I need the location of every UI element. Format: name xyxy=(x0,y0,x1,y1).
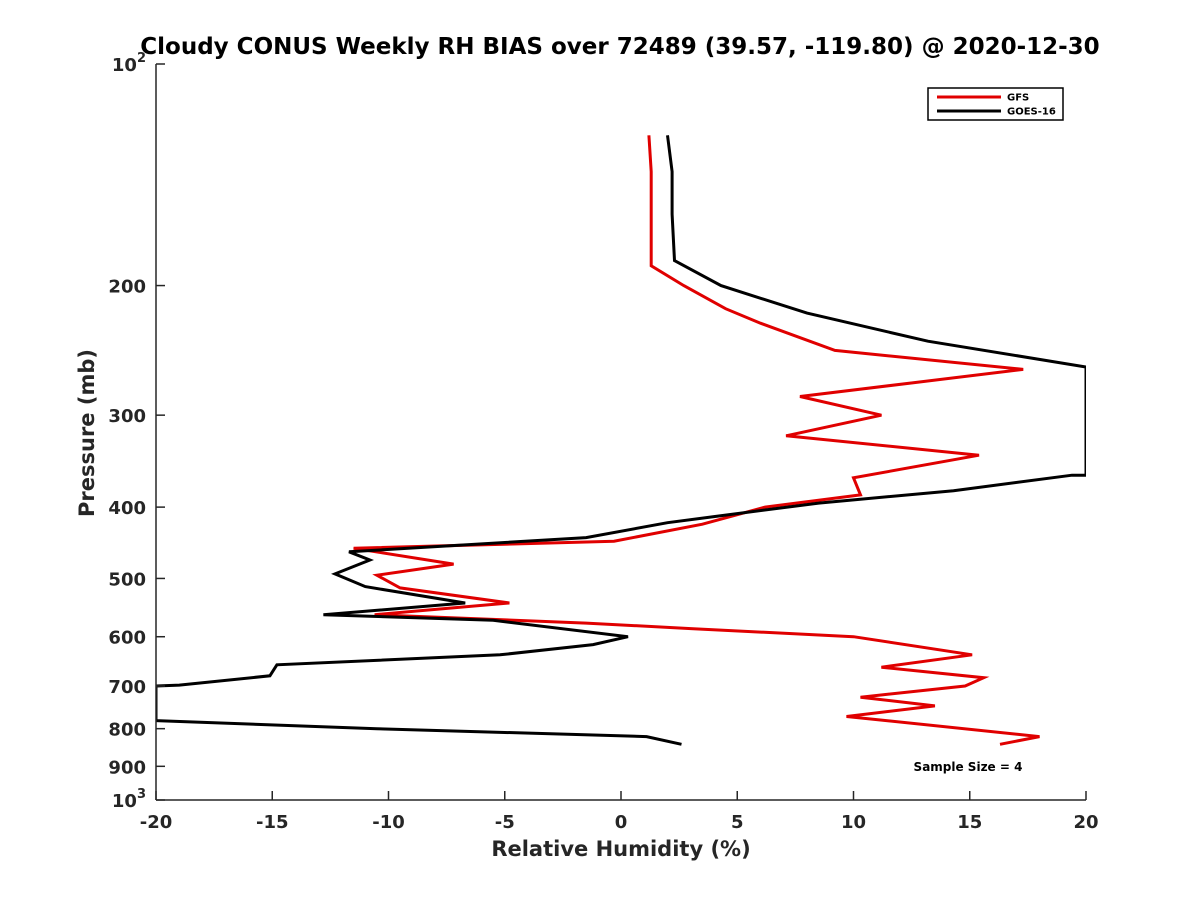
legend: GFS GOES-16 xyxy=(928,88,1063,120)
y-tick-label: 900 xyxy=(108,757,146,778)
x-tick-label: -5 xyxy=(495,812,515,833)
sample-size-annotation: Sample Size = 4 xyxy=(914,760,1023,774)
legend-label: GFS xyxy=(1007,93,1029,104)
y-tick-label: 600 xyxy=(108,628,146,649)
y-axis-label: Pressure (mb) xyxy=(75,349,99,517)
legend-label: GOES-16 xyxy=(1007,107,1056,118)
x-tick-label: 15 xyxy=(957,812,982,833)
y-tick-label: 800 xyxy=(108,720,146,741)
x-tick-label: 10 xyxy=(841,812,866,833)
y-tick-label: 300 xyxy=(108,406,146,427)
y-tick-label: 200 xyxy=(108,277,146,298)
x-tick-label: -20 xyxy=(140,812,173,833)
x-tick-label: 5 xyxy=(731,812,744,833)
x-axis-label: Relative Humidity (%) xyxy=(491,837,750,861)
y-tick-label: 500 xyxy=(108,569,146,590)
y-tick-label: 400 xyxy=(108,498,146,519)
x-tick-label: -10 xyxy=(372,812,405,833)
x-tick-label: 20 xyxy=(1073,812,1098,833)
x-tick-label: 0 xyxy=(615,812,628,833)
y-tick-label: 700 xyxy=(108,677,146,698)
x-tick-label: -15 xyxy=(256,812,289,833)
chart-title: Cloudy CONUS Weekly RH BIAS over 72489 (… xyxy=(140,34,1099,60)
